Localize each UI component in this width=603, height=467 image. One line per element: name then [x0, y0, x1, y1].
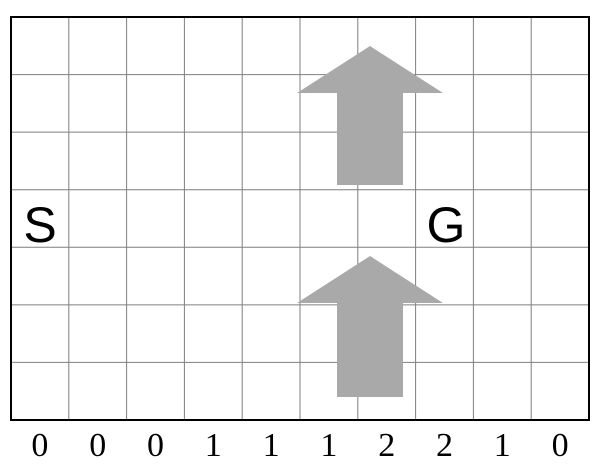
wind-strength-label: 1: [494, 427, 511, 464]
grid-lines: [11, 17, 589, 420]
wind-strength-label: 0: [552, 427, 569, 464]
wind-strength-label: 1: [263, 427, 280, 464]
wind-strength-label: 0: [31, 427, 48, 464]
wind-strength-label: 0: [89, 427, 106, 464]
wind-strength-label: 1: [320, 427, 337, 464]
start-marker: S: [23, 197, 56, 253]
wind-strength-labels: 0 0 0 1 1 1 2 2 1 0: [31, 427, 568, 464]
wind-arrow-up-top: [297, 46, 443, 185]
goal-marker: G: [427, 197, 466, 253]
wind-strength-label: 0: [147, 427, 164, 464]
wind-strength-label: 2: [436, 427, 453, 464]
wind-strength-label: 2: [378, 427, 395, 464]
wind-arrow-up-bottom: [297, 256, 443, 397]
wind-strength-label: 1: [205, 427, 222, 464]
